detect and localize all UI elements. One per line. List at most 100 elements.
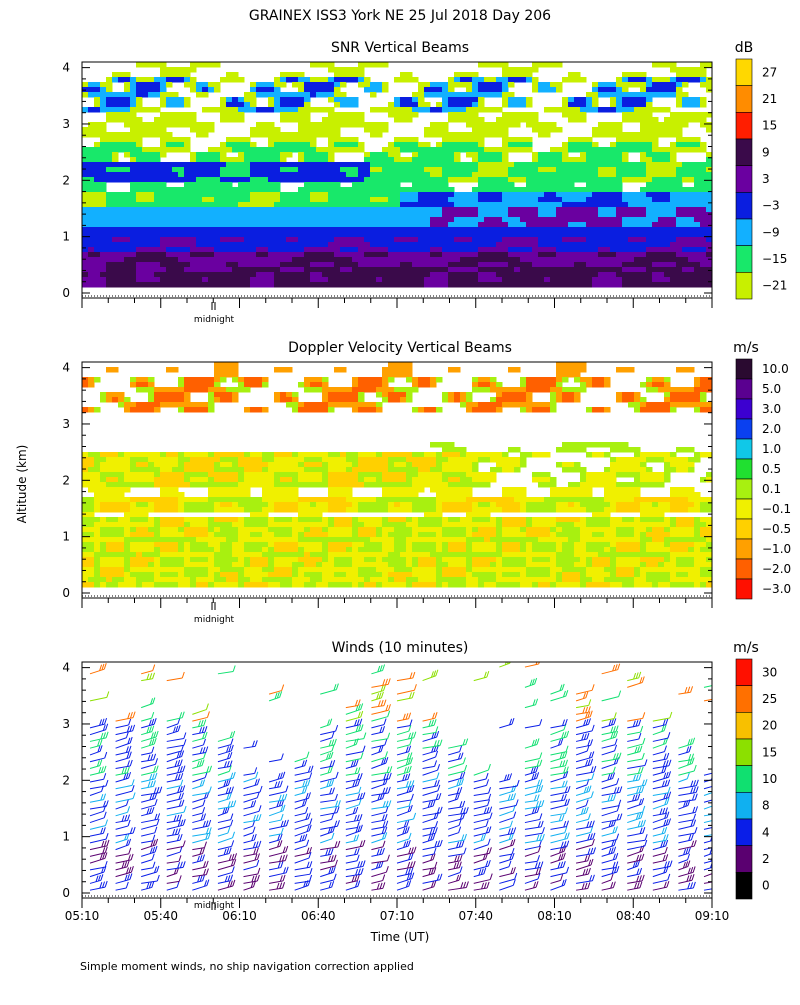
snr-cell (622, 142, 629, 148)
doppler-cell (226, 547, 233, 553)
doppler-cell (136, 542, 143, 548)
snr-cell (430, 227, 437, 233)
snr-cell (586, 192, 593, 198)
snr-cell (160, 122, 167, 128)
snr-cell (490, 197, 497, 203)
snr-cell (328, 162, 335, 168)
snr-cell (130, 197, 137, 203)
snr-cell (130, 102, 137, 108)
doppler-cell (148, 382, 155, 388)
doppler-cell (166, 527, 173, 533)
snr-cell (268, 177, 275, 183)
snr-cell (448, 142, 455, 148)
doppler-cell (94, 572, 101, 578)
doppler-cell (142, 527, 149, 533)
doppler-cell (178, 407, 185, 413)
snr-cell (682, 242, 689, 248)
snr-cell (220, 157, 227, 163)
snr-cell (202, 162, 209, 168)
snr-cell (190, 162, 197, 168)
snr-cell (208, 127, 215, 133)
doppler-cell (166, 537, 173, 543)
snr-cell (82, 257, 89, 263)
snr-cell (454, 72, 461, 78)
doppler-cell (136, 457, 143, 463)
snr-cell (124, 137, 131, 143)
snr-cell (622, 252, 629, 258)
snr-cell (424, 277, 431, 283)
doppler-cell (178, 497, 185, 503)
snr-cell (532, 282, 539, 288)
snr-cell (394, 282, 401, 288)
snr-cell (220, 247, 227, 253)
snr-cell (508, 147, 515, 153)
snr-cell (106, 102, 113, 108)
snr-cell (550, 262, 557, 268)
snr-cell (262, 87, 269, 93)
snr-cell (484, 192, 491, 198)
snr-cell (664, 277, 671, 283)
snr-cell (496, 282, 503, 288)
snr-cell (136, 157, 143, 163)
snr-cell (82, 192, 89, 198)
snr-cell (436, 222, 443, 228)
doppler-cell (208, 487, 215, 493)
snr-cell (502, 277, 509, 283)
snr-cell (520, 97, 527, 103)
snr-cell (628, 277, 635, 283)
snr-cell (154, 247, 161, 253)
snr-cell (184, 122, 191, 128)
snr-cell (202, 152, 209, 158)
snr-cell (406, 102, 413, 108)
snr-cell (658, 132, 665, 138)
snr-cell (664, 262, 671, 268)
doppler-cell (142, 572, 149, 578)
snr-cell (388, 232, 395, 238)
doppler-cell (268, 462, 275, 468)
snr-cell (304, 267, 311, 273)
snr-cell (598, 227, 605, 233)
snr-cell (472, 157, 479, 163)
snr-cell (376, 212, 383, 218)
snr-cell (508, 202, 515, 208)
snr-cell (436, 257, 443, 263)
snr-cell (430, 167, 437, 173)
snr-cell (406, 247, 413, 253)
snr-cell (376, 232, 383, 238)
snr-cell (352, 187, 359, 193)
doppler-cell (202, 527, 209, 533)
snr-cell (148, 257, 155, 263)
snr-cell (652, 277, 659, 283)
snr-cell (376, 82, 383, 88)
snr-cell (226, 267, 233, 273)
doppler-cell (190, 507, 197, 513)
snr-cell (592, 187, 599, 193)
snr-cell (448, 217, 455, 223)
snr-cell (304, 197, 311, 203)
snr-cell (538, 187, 545, 193)
snr-cell (352, 142, 359, 148)
snr-cell (256, 197, 263, 203)
snr-cell (244, 217, 251, 223)
snr-cell (280, 277, 287, 283)
snr-cell (388, 282, 395, 288)
snr-cell (502, 172, 509, 178)
snr-cell (574, 242, 581, 248)
snr-cell (460, 177, 467, 183)
snr-cell (304, 122, 311, 128)
doppler-cell (262, 472, 269, 478)
doppler-cell (130, 467, 137, 473)
snr-cell (124, 237, 131, 243)
snr-cell (430, 262, 437, 268)
snr-cell (508, 102, 515, 108)
snr-cell (574, 222, 581, 228)
snr-cell (448, 267, 455, 273)
snr-cell (688, 202, 695, 208)
snr-cell (700, 82, 707, 88)
snr-cell (508, 82, 515, 88)
doppler-cell (136, 547, 143, 553)
doppler-cell (142, 542, 149, 548)
snr-cell (322, 282, 329, 288)
snr-cell (130, 127, 137, 133)
